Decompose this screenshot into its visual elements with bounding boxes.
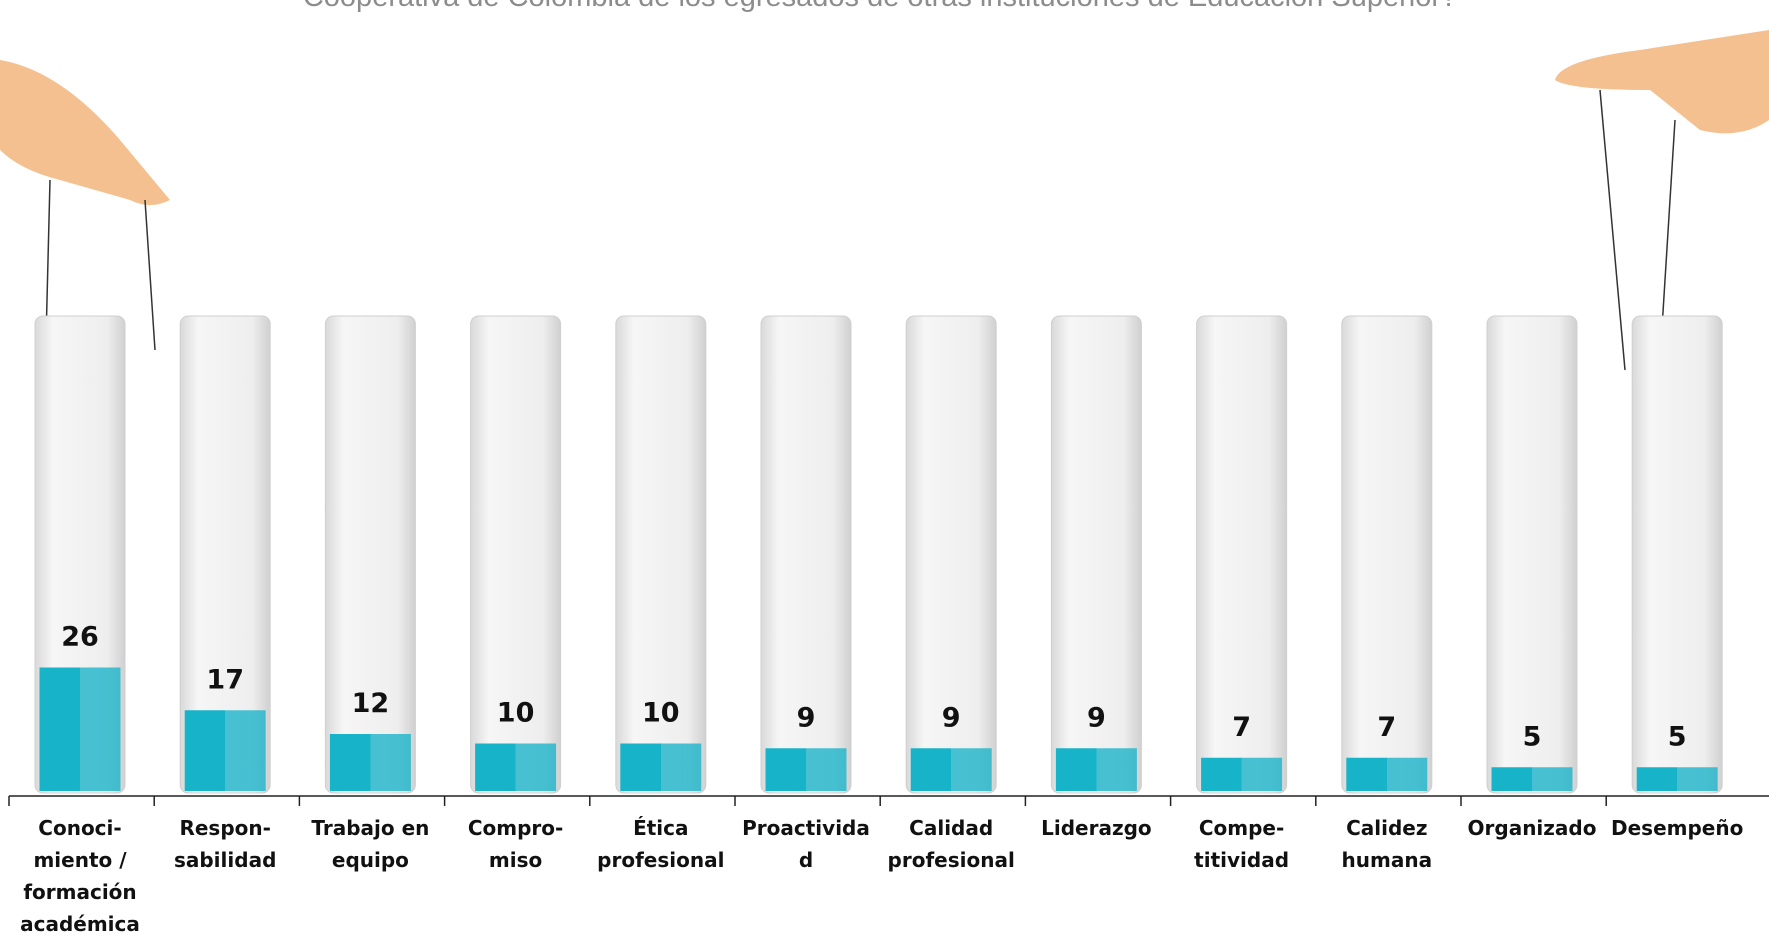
x-tick-label: Trabajo en equipo xyxy=(311,816,430,872)
bar xyxy=(1346,757,1428,791)
value-label: 7 xyxy=(1232,712,1251,743)
x-tick-label: Compro- miso xyxy=(467,816,564,872)
tube xyxy=(1341,315,1433,794)
bar xyxy=(475,743,557,791)
value-label: 9 xyxy=(1087,702,1106,733)
value-label: 5 xyxy=(1523,721,1542,752)
value-label: 10 xyxy=(497,698,535,729)
bar xyxy=(329,734,411,791)
decoration xyxy=(0,30,1769,381)
tube xyxy=(179,315,271,794)
x-tick-label: Conoci- miento / formación académica xyxy=(20,816,140,936)
value-label: 7 xyxy=(1377,712,1396,743)
tube xyxy=(760,315,852,794)
value-label: 12 xyxy=(352,688,390,719)
bar xyxy=(620,743,702,791)
x-tick-label: Calidez humana xyxy=(1341,816,1433,872)
value-label: 9 xyxy=(797,702,816,733)
bar xyxy=(910,748,992,791)
value-label: 5 xyxy=(1668,721,1687,752)
tube xyxy=(324,315,416,794)
tube xyxy=(1196,315,1288,794)
bar xyxy=(1201,757,1283,791)
x-tick-label: Compe- titividad xyxy=(1194,816,1290,872)
value-label: 17 xyxy=(206,664,244,695)
tube xyxy=(1631,315,1723,794)
x-tick-label: Ética profesional xyxy=(597,816,725,872)
bar xyxy=(1491,767,1573,791)
tube xyxy=(1486,315,1578,794)
tube xyxy=(470,315,562,794)
tube xyxy=(905,315,997,794)
tube xyxy=(1050,315,1142,794)
bar xyxy=(184,710,266,791)
bar xyxy=(765,748,847,791)
bar xyxy=(1636,767,1718,791)
value-label: 10 xyxy=(642,698,680,729)
x-tick-label: Respon- sabilidad xyxy=(173,816,277,872)
x-tick-label: Desempeño xyxy=(1611,816,1744,840)
bar xyxy=(1055,748,1137,791)
value-label: 9 xyxy=(942,702,961,733)
value-label: 26 xyxy=(61,622,99,653)
chart-title: Cooperativa de Colombia de los egresados… xyxy=(303,0,1457,13)
x-tick-label: Organizado xyxy=(1467,816,1597,840)
x-tick-label: Proactivida d xyxy=(742,816,870,872)
x-tick-label: Liderazgo xyxy=(1041,816,1152,840)
bar xyxy=(39,667,121,791)
x-tick-label: Calidad profesional xyxy=(887,816,1015,872)
tube xyxy=(615,315,707,794)
